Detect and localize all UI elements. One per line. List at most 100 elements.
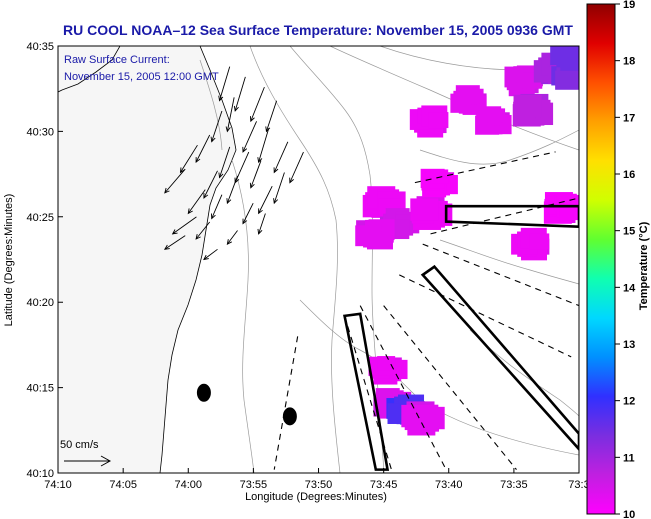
sst-cell xyxy=(428,112,449,129)
current-vector xyxy=(249,86,265,123)
sst-patch xyxy=(450,85,487,115)
current-vector xyxy=(258,185,273,215)
x-tick-label: 73:55 xyxy=(240,479,268,491)
sst-cell xyxy=(401,404,430,428)
survey-box xyxy=(444,204,579,229)
sample-point xyxy=(196,383,211,402)
current-vector xyxy=(273,141,289,174)
current-vector xyxy=(171,216,197,235)
survey-line xyxy=(422,243,579,307)
current-vector xyxy=(163,235,186,250)
current-vector xyxy=(210,110,223,143)
current-vector xyxy=(218,66,231,102)
x-tick-label: 73:40 xyxy=(435,479,463,491)
current-vector xyxy=(179,144,198,174)
current-vector xyxy=(242,121,257,153)
current-label: Raw Surface Current: xyxy=(64,54,170,66)
colorbar-tick-label: 16 xyxy=(623,169,635,181)
sst-patch xyxy=(550,46,579,71)
scale-arrow xyxy=(64,455,112,467)
current-vector xyxy=(195,221,211,240)
survey-boxes xyxy=(343,204,579,471)
chart-title: RU COOL NOAA–12 Sea Surface Temperature:… xyxy=(63,22,573,38)
sst-patch xyxy=(355,219,395,250)
current-vector xyxy=(195,134,211,164)
sst-patch xyxy=(409,105,449,138)
sst-cell xyxy=(355,225,382,247)
current-vector xyxy=(203,170,218,199)
x-tick-label: 74:05 xyxy=(109,479,137,491)
survey-line xyxy=(414,151,556,184)
scale-label: 50 cm/s xyxy=(60,439,99,451)
current-vector xyxy=(289,151,304,184)
y-tick-label: 40:15 xyxy=(26,383,54,395)
current-vector xyxy=(257,213,266,235)
colorbar-tick-label: 11 xyxy=(623,452,635,464)
colorbar-tick-label: 12 xyxy=(623,396,635,408)
sst-cell xyxy=(550,46,577,66)
current-vector xyxy=(242,203,254,225)
sst-cell xyxy=(555,70,579,90)
current-vector xyxy=(211,194,223,220)
survey-line xyxy=(383,305,517,470)
sst-patch xyxy=(512,93,554,127)
x-axis-label: Longitude (Degrees:Minutes) xyxy=(245,491,387,503)
survey-line xyxy=(399,274,572,358)
colorbar-tick-label: 19 xyxy=(623,0,635,11)
colorbar-tick-label: 14 xyxy=(623,282,636,294)
x-axis-ticks: 74:10 74:05 74:00 73:55 73:50 73:45 73:40 73:35… xyxy=(44,468,590,491)
colorbar-bar xyxy=(586,3,616,515)
land-coastline xyxy=(58,46,237,473)
colorbar-tick-label: 18 xyxy=(623,56,635,68)
survey-lines xyxy=(273,151,579,470)
current-vector xyxy=(226,230,238,245)
survey-box xyxy=(343,312,390,471)
current-vector xyxy=(225,97,235,133)
sample-points xyxy=(196,383,297,426)
current-vector xyxy=(187,189,206,215)
y-axis-label: Latitude (Degrees:Minutes) xyxy=(3,194,15,327)
x-tick-label: 74:00 xyxy=(175,479,203,491)
colorbar-tick-label: 13 xyxy=(623,339,635,351)
sst-patch xyxy=(410,196,453,230)
current-vector xyxy=(257,127,270,164)
colorbar-ticks: 10 11 12 13 14 15 16 17 18 19 xyxy=(615,0,636,519)
current-vectors xyxy=(163,66,304,261)
colorbar-tick-label: 15 xyxy=(623,226,635,238)
sst-cell xyxy=(487,108,506,123)
sst-patch xyxy=(475,106,512,135)
current-vector xyxy=(249,160,262,189)
sst-cell xyxy=(377,356,396,371)
y-tick-label: 40:10 xyxy=(26,468,54,480)
sst-cell xyxy=(513,94,542,118)
sst-cell xyxy=(465,88,484,104)
survey-line xyxy=(430,197,579,235)
sst-patch xyxy=(420,168,458,198)
sample-point xyxy=(282,407,297,426)
survey-line xyxy=(273,336,299,470)
plot-area xyxy=(58,46,579,473)
colorbar-tick-label: 10 xyxy=(623,509,635,519)
sst-cell xyxy=(529,233,550,250)
sst-patch xyxy=(368,356,408,385)
sst-cell xyxy=(430,169,449,184)
land-sandy-hook xyxy=(58,46,121,93)
y-axis-ticks: 40:10 40:15 40:20 40:25 40:30 40:35 xyxy=(26,41,63,480)
current-time: November 15, 2005 12:00 GMT xyxy=(64,71,219,83)
x-tick-label: 73:3 xyxy=(568,479,589,491)
current-vector xyxy=(203,248,218,261)
x-tick-label: 73:45 xyxy=(370,479,398,491)
x-tick-label: 73:35 xyxy=(500,479,528,491)
current-vector xyxy=(233,76,246,112)
sst-patch xyxy=(511,227,550,261)
y-tick-label: 40:20 xyxy=(26,297,54,309)
survey-line xyxy=(359,305,447,470)
current-vector xyxy=(273,172,285,205)
y-tick-label: 40:35 xyxy=(26,41,54,53)
sst-cell xyxy=(410,198,439,221)
current-vector xyxy=(218,146,231,179)
colorbar: 10 11 12 13 14 15 16 17 18 19 Temperature (°C) xyxy=(586,0,650,519)
x-tick-label: 74:10 xyxy=(44,479,72,491)
current-vector xyxy=(226,175,238,205)
